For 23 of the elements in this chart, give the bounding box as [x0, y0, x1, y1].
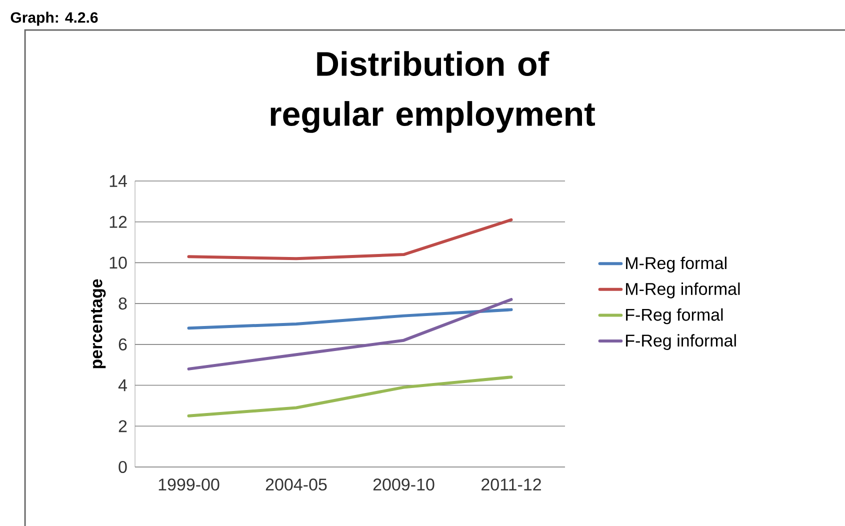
x-tick-label: 2004-05: [266, 478, 327, 491]
line-series: [187, 308, 513, 330]
y-tick-label: 0: [118, 460, 127, 474]
text: Graph: 4.2.6: [10, 12, 98, 26]
y-tick-label: 10: [110, 256, 127, 269]
y-tick-label: 6: [118, 338, 127, 350]
x-tick-label: 1999-00: [158, 478, 220, 491]
y-tick-label: 12: [110, 216, 127, 228]
y-tick-label: 14: [110, 175, 127, 187]
line-series: [187, 298, 513, 370]
y-tick-label: 4: [118, 379, 127, 392]
legend-label: M-Reg formal: [626, 256, 726, 273]
y-tick-label: 8: [118, 298, 127, 310]
chart-title: Distribution of regular employment: [270, 51, 595, 133]
legend-label: F-Reg formal: [626, 308, 723, 324]
y-axis-title: percentage: [91, 279, 106, 368]
line-series: [187, 376, 513, 418]
x-tick-label: 2011-12: [482, 478, 541, 491]
x-tick-label: 2009-10: [373, 478, 434, 491]
y-tick-label: 2: [118, 420, 127, 432]
line-series: [187, 218, 513, 260]
legend-label: M-Reg informal: [626, 282, 740, 298]
legend-label: F-Reg informal: [626, 334, 736, 350]
